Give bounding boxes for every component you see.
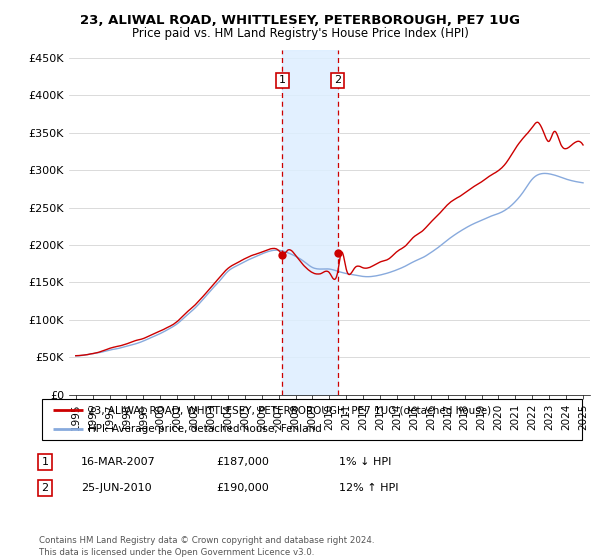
- Text: 2: 2: [41, 483, 49, 493]
- Text: Price paid vs. HM Land Registry's House Price Index (HPI): Price paid vs. HM Land Registry's House …: [131, 27, 469, 40]
- Text: 16-MAR-2007: 16-MAR-2007: [81, 457, 156, 467]
- Text: £190,000: £190,000: [216, 483, 269, 493]
- Text: 12% ↑ HPI: 12% ↑ HPI: [339, 483, 398, 493]
- Text: 1: 1: [41, 457, 49, 467]
- Text: 1% ↓ HPI: 1% ↓ HPI: [339, 457, 391, 467]
- Text: Contains HM Land Registry data © Crown copyright and database right 2024.
This d: Contains HM Land Registry data © Crown c…: [39, 536, 374, 557]
- Text: 1: 1: [279, 76, 286, 85]
- Text: £187,000: £187,000: [216, 457, 269, 467]
- Text: 2: 2: [334, 76, 341, 85]
- Text: 25-JUN-2010: 25-JUN-2010: [81, 483, 152, 493]
- Text: HPI: Average price, detached house, Fenland: HPI: Average price, detached house, Fenl…: [88, 424, 322, 433]
- Text: 23, ALIWAL ROAD, WHITTLESEY, PETERBOROUGH, PE7 1UG: 23, ALIWAL ROAD, WHITTLESEY, PETERBOROUG…: [80, 14, 520, 27]
- Text: 23, ALIWAL ROAD, WHITTLESEY, PETERBOROUGH, PE7 1UG (detached house): 23, ALIWAL ROAD, WHITTLESEY, PETERBOROUG…: [88, 405, 491, 415]
